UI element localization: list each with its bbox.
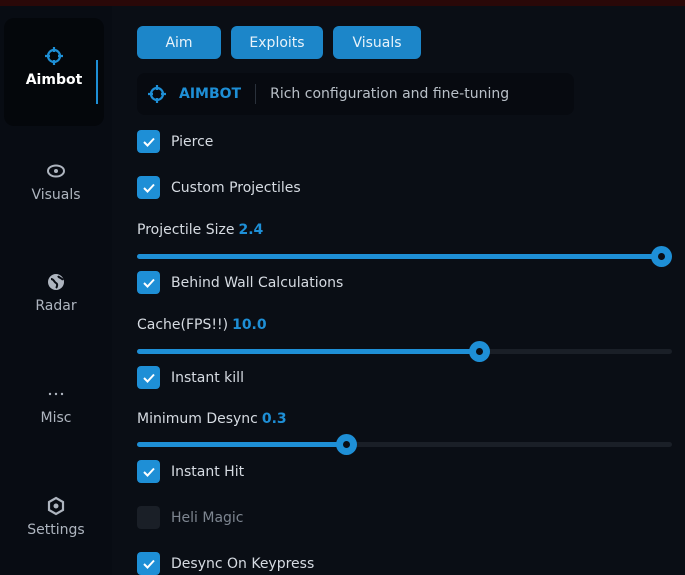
custom-projectiles-checkbox[interactable]: Custom Projectiles — [137, 176, 301, 199]
divider — [255, 84, 257, 104]
instant-hit-label: Instant Hit — [171, 463, 245, 480]
min-desync-slider[interactable] — [137, 434, 672, 455]
sidebar-item-aimbot[interactable]: Aimbot — [4, 18, 104, 126]
slider-label: Projectile Size — [137, 222, 235, 238]
sidebar-item-label: Settings — [27, 522, 85, 538]
tab-aim[interactable]: Aim — [137, 26, 221, 59]
slider-label: Minimum Desync — [137, 411, 258, 427]
checkmark-icon — [137, 366, 160, 389]
section-subtitle: Rich configuration and fine-tuning — [270, 86, 510, 102]
sidebar-item-label: Radar — [35, 298, 77, 314]
globe-icon — [48, 274, 64, 290]
checkmark-icon — [137, 130, 160, 153]
instant-hit-checkbox[interactable]: Instant Hit — [137, 460, 244, 483]
instant-kill-checkbox[interactable]: Instant kill — [137, 366, 244, 389]
slider-fill — [137, 349, 480, 354]
crosshair-icon — [45, 47, 63, 65]
min-desync-label: Minimum Desync 0.3 — [137, 411, 287, 427]
ellipsis-icon — [48, 392, 64, 396]
sidebar-item-label: Visuals — [31, 187, 81, 203]
custom-projectiles-label: Custom Projectiles — [171, 179, 301, 196]
slider-fill — [137, 442, 346, 447]
content-panel: Aim Exploits Visuals AIMBOT Rich configu… — [112, 6, 685, 575]
pierce-label: Pierce — [171, 133, 214, 150]
crosshair-icon — [148, 85, 166, 103]
sidebar-item-label: Aimbot — [25, 72, 83, 88]
sidebar-item-radar[interactable]: Radar — [0, 272, 112, 314]
section-title: AIMBOT — [179, 86, 242, 102]
title-bar — [0, 0, 685, 6]
checkmark-icon — [137, 460, 160, 483]
checkbox-box — [137, 506, 160, 529]
cache-slider[interactable] — [137, 341, 672, 362]
desync-keypress-label: Desync On Keypress — [171, 555, 315, 572]
heli-magic-checkbox[interactable]: Heli Magic — [137, 506, 244, 529]
behind-wall-label: Behind Wall Calculations — [171, 274, 344, 291]
checkmark-icon — [137, 176, 160, 199]
projectile-size-label: Projectile Size 2.4 — [137, 222, 263, 238]
sidebar: Aimbot Visuals Radar Misc Settings — [0, 6, 112, 575]
sidebar-item-visuals[interactable]: Visuals — [0, 161, 112, 203]
desync-keypress-checkbox[interactable]: Desync On Keypress — [137, 552, 314, 575]
section-header: AIMBOT Rich configuration and fine-tunin… — [137, 73, 574, 115]
active-indicator — [96, 60, 98, 104]
slider-handle[interactable] — [335, 434, 357, 455]
sidebar-item-label: Misc — [40, 410, 72, 426]
eye-icon — [47, 164, 65, 178]
slider-label: Cache(FPS!!) — [137, 317, 229, 333]
slider-value: 0.3 — [261, 411, 287, 427]
tab-exploits[interactable]: Exploits — [231, 26, 323, 59]
pierce-checkbox[interactable]: Pierce — [137, 130, 213, 153]
sidebar-item-misc[interactable]: Misc — [0, 384, 112, 426]
behind-wall-checkbox[interactable]: Behind Wall Calculations — [137, 271, 343, 294]
tab-visuals[interactable]: Visuals — [333, 26, 421, 59]
slider-value: 10.0 — [232, 317, 267, 333]
projectile-size-slider[interactable] — [137, 246, 673, 267]
gear-icon — [47, 496, 65, 516]
slider-handle[interactable] — [651, 246, 673, 267]
checkmark-icon — [137, 271, 160, 294]
slider-value: 2.4 — [238, 222, 264, 238]
sidebar-item-settings[interactable]: Settings — [0, 496, 112, 538]
slider-handle[interactable] — [469, 341, 491, 362]
instant-kill-label: Instant kill — [171, 369, 244, 386]
heli-magic-label: Heli Magic — [171, 509, 244, 526]
slider-fill — [137, 254, 662, 259]
cache-label: Cache(FPS!!) 10.0 — [137, 317, 267, 333]
tab-bar: Aim Exploits Visuals — [137, 26, 421, 59]
checkmark-icon — [137, 552, 160, 575]
